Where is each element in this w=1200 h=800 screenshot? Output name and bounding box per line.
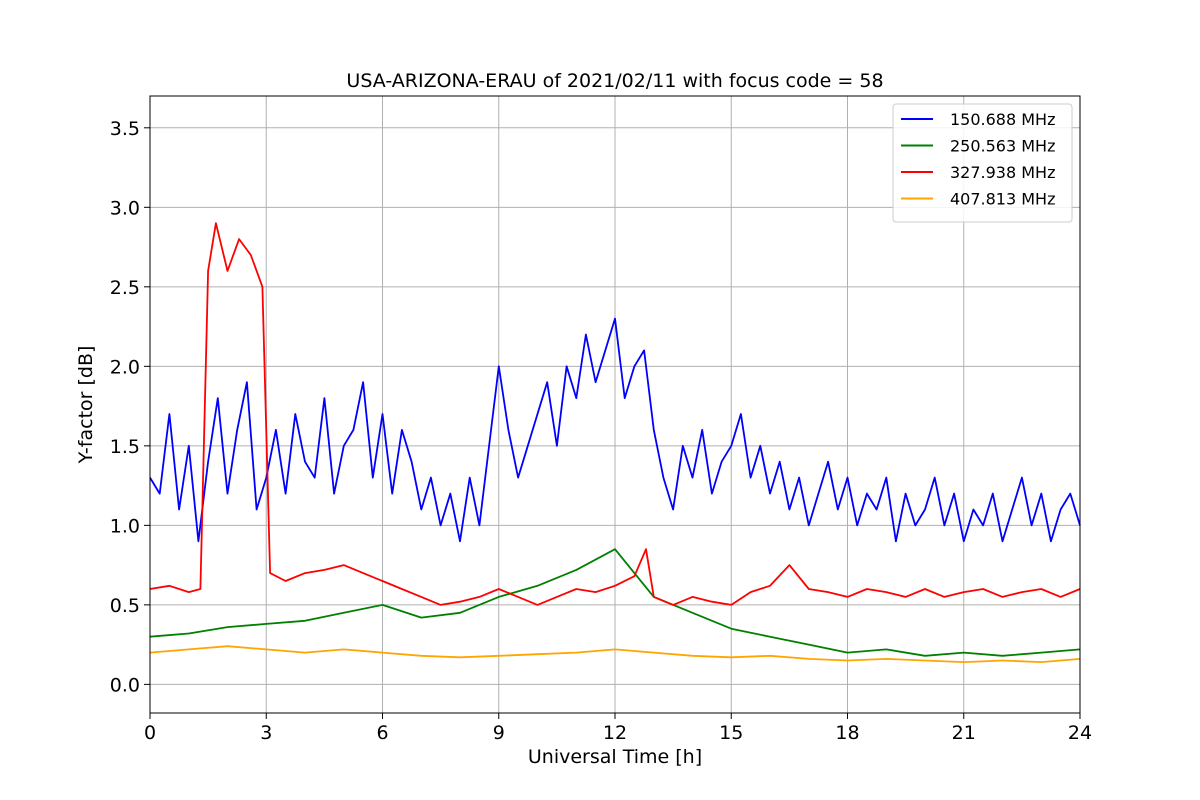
y-tick-label-4: 2.0 — [110, 356, 140, 378]
y-tick-label-2: 1.0 — [110, 515, 140, 537]
y-axis-label: Y-factor [dB] — [75, 346, 97, 465]
tick-layer: 0 3 6 9 12 15 18 21 24 0.0 0.5 1.0 1.5 2.0 2.5 3.0 3.5 — [110, 118, 1092, 744]
x-tick-label-0: 0 — [144, 722, 156, 744]
legend: 150.688 MHz 250.563 MHz 327.938 MHz 407.813… — [892, 103, 1073, 223]
x-tick-label-1: 3 — [260, 722, 272, 744]
x-tick-label-3: 9 — [493, 722, 505, 744]
series-layer — [149, 222, 1081, 663]
x-axis-label: Universal Time [h] — [528, 746, 702, 768]
x-tick-label-7: 21 — [952, 722, 976, 744]
chart-title: USA-ARIZONA-ERAU of 2021/02/11 with focu… — [346, 70, 883, 92]
legend-label-2: 327.938 MHz — [950, 163, 1055, 182]
series-line-0 — [149, 317, 1081, 543]
legend-label-0: 150.688 MHz — [950, 110, 1055, 129]
series-line-3 — [149, 645, 1081, 663]
y-tick-label-6: 3.0 — [110, 197, 140, 219]
y-tick-label-0: 0.0 — [110, 674, 140, 696]
legend-label-3: 407.813 MHz — [950, 190, 1055, 209]
y-tick-label-5: 2.5 — [110, 277, 140, 299]
x-tick-label-4: 12 — [603, 722, 627, 744]
x-tick-label-5: 15 — [719, 722, 743, 744]
x-tick-label-2: 6 — [376, 722, 388, 744]
legend-box — [892, 103, 1073, 223]
y-tick-label-3: 1.5 — [110, 436, 140, 458]
x-tick-label-8: 24 — [1068, 722, 1092, 744]
y-tick-label-7: 3.5 — [110, 118, 140, 140]
series-line-2 — [149, 222, 1081, 606]
y-tick-label-1: 0.5 — [110, 595, 140, 617]
legend-label-1: 250.563 MHz — [950, 137, 1055, 156]
series-line-1 — [149, 548, 1081, 657]
x-tick-label-6: 18 — [835, 722, 859, 744]
